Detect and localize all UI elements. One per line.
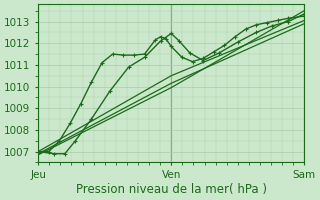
X-axis label: Pression niveau de la mer( hPa ): Pression niveau de la mer( hPa ) <box>76 183 267 196</box>
